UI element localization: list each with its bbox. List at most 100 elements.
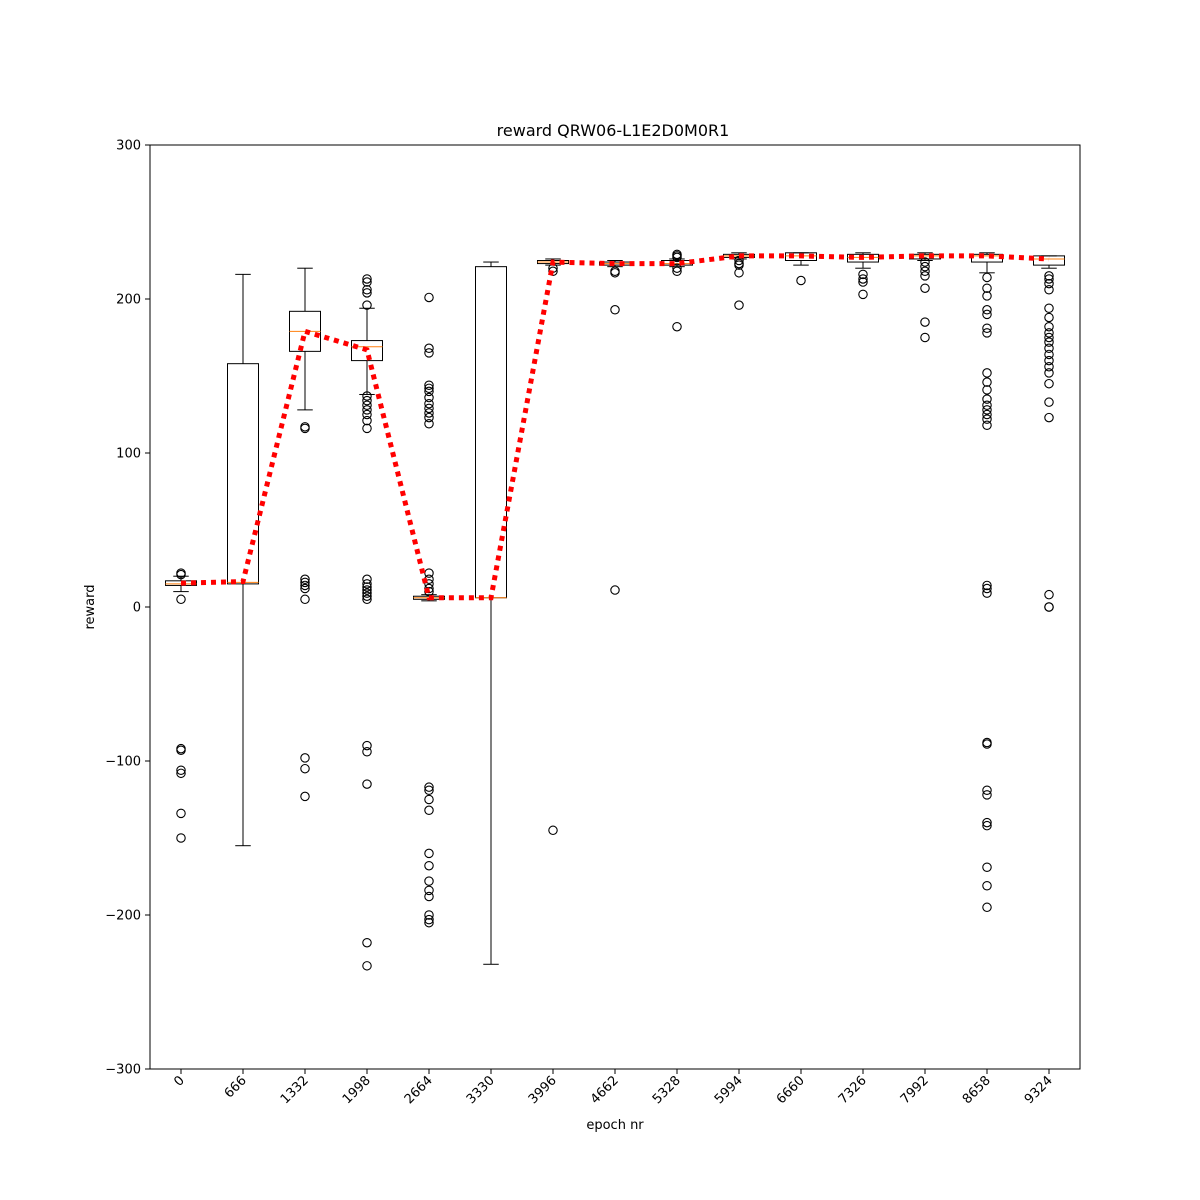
outlier-point (176, 594, 186, 605)
x-tick-label: 7326 (836, 1073, 870, 1107)
outlier-point (176, 569, 186, 580)
outlier-point (672, 252, 682, 263)
x-tick-label: 666 (222, 1073, 250, 1101)
outlier-point (1044, 332, 1054, 343)
box-group (909, 252, 941, 343)
outlier-point (362, 937, 372, 948)
x-tick-label: 3330 (464, 1073, 498, 1107)
outlier-point (424, 408, 434, 418)
box-group (413, 292, 445, 928)
outlier-point (176, 745, 186, 755)
outlier-point (920, 266, 930, 277)
outlier-point (176, 833, 186, 843)
x-tick-label: 4662 (588, 1073, 622, 1107)
x-tick-label: 6660 (774, 1073, 808, 1107)
outlier-point (982, 291, 992, 301)
box-group (165, 568, 197, 843)
outlier-point (362, 582, 372, 592)
outlier-point (982, 420, 992, 431)
x-tick-label: 3996 (526, 1073, 560, 1107)
outlier-point (1044, 412, 1054, 423)
outlier-point (176, 808, 186, 819)
outlier-point (424, 910, 434, 920)
outlier-point (362, 415, 372, 426)
outlier-point (362, 961, 372, 971)
outlier-point (300, 791, 310, 802)
outlier-point (424, 885, 434, 896)
x-tick-label: 2664 (402, 1073, 436, 1107)
box-group (475, 261, 507, 965)
outlier-point (424, 418, 434, 429)
outlier-point (1044, 589, 1054, 600)
outlier-point (362, 405, 372, 415)
outlier-point (1044, 397, 1054, 407)
outlier-point (672, 321, 682, 332)
box-group (661, 249, 693, 332)
outlier-point (362, 779, 372, 789)
box-group (227, 273, 259, 847)
outlier-point (176, 768, 186, 779)
y-tick-label: 200 (116, 293, 141, 308)
outlier-point (982, 862, 992, 873)
box-group (289, 267, 321, 802)
outlier-point (424, 392, 434, 403)
plot-area (165, 249, 1065, 971)
y-tick-label: 0 (133, 601, 141, 616)
outlier-point (982, 790, 992, 800)
outlier-point (362, 274, 372, 284)
outlier-point (672, 266, 682, 277)
outlier-point (362, 579, 372, 589)
x-tick-label: 5328 (650, 1073, 684, 1107)
y-axis-label: reward (83, 584, 98, 629)
outlier-point (362, 391, 372, 401)
outlier-point (424, 343, 434, 354)
box (847, 253, 879, 263)
outlier-point (734, 300, 744, 310)
outlier-point (858, 277, 868, 287)
outlier-point (858, 269, 868, 280)
outlier-point (982, 385, 992, 395)
outlier-point (300, 423, 310, 434)
outlier-point (424, 398, 434, 409)
outlier-point (424, 412, 434, 423)
outlier-point (982, 739, 992, 749)
x-tick-label: 1332 (278, 1073, 312, 1107)
x-tick-label: 7992 (898, 1073, 932, 1107)
outlier-point (858, 274, 868, 284)
outlier-point (362, 423, 372, 434)
y-axis: −300 −200 −100 0 100 200 300 (105, 139, 150, 1078)
outlier-point (982, 414, 992, 424)
outlier-point (362, 400, 372, 411)
outlier-point (300, 580, 310, 591)
outlier-point (982, 880, 992, 891)
outlier-point (610, 585, 620, 595)
outlier-point (548, 825, 558, 836)
outlier-point (982, 272, 992, 283)
box-group (1033, 255, 1065, 612)
box (227, 363, 259, 585)
x-tick-label: 8658 (960, 1073, 994, 1107)
mean-line (180, 253, 1050, 601)
outlier-point (362, 277, 372, 287)
chart-title: reward QRW06-L1E2D0M0R1 (497, 121, 730, 140)
outlier-point (672, 263, 682, 273)
outlier-point (424, 914, 434, 925)
outlier-point (982, 368, 992, 378)
outlier-point (920, 332, 930, 343)
outlier-point (982, 588, 992, 598)
outlier-point (734, 268, 744, 278)
outlier-point (982, 902, 992, 913)
outlier-point (424, 785, 434, 796)
outlier-point (982, 394, 992, 404)
box (351, 340, 383, 362)
outlier-point (1044, 328, 1054, 338)
box-group (351, 274, 383, 971)
outlier-point (1044, 285, 1054, 295)
outlier-point (424, 917, 434, 928)
outlier-point (362, 585, 372, 595)
y-tick-label: −300 (105, 1063, 141, 1078)
outlier-point (362, 574, 372, 585)
outlier-point (734, 260, 744, 270)
outlier-point (1044, 349, 1054, 360)
outlier-point (796, 275, 806, 286)
